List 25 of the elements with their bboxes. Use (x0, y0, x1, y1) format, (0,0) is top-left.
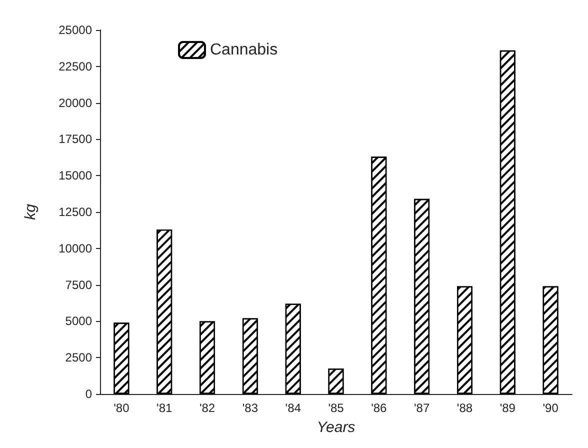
y-tick-label: 25000 (58, 23, 92, 37)
y-tick-label: 15000 (58, 168, 92, 183)
y-tick-label: 22500 (58, 59, 92, 74)
x-tick-label: '83 (242, 401, 258, 415)
y-tick-label: 2500 (65, 350, 92, 365)
y-tick-label: 12500 (58, 205, 92, 219)
x-axis-title: Years (316, 419, 356, 436)
y-tick-label: 0 (85, 387, 92, 401)
y-tick-label: 20000 (58, 96, 92, 110)
x-tick-label: '89 (500, 401, 516, 415)
legend-label: Cannabis (210, 42, 278, 58)
x-tick-label: '87 (414, 401, 430, 415)
x-tick-label: '82 (199, 401, 216, 415)
y-axis-title: kg (22, 203, 39, 220)
x-tick-label: '88 (456, 401, 473, 415)
y-tick-label: 5000 (65, 314, 92, 328)
x-tick-label: '80 (114, 401, 130, 415)
y-tick-label: 17500 (58, 132, 92, 146)
x-tick-label: '84 (285, 401, 302, 415)
x-tick-label: '85 (328, 401, 344, 415)
y-tick-label: 10000 (58, 241, 92, 256)
x-tick-label: '81 (156, 401, 173, 415)
x-tick-label: '86 (371, 401, 388, 415)
y-tick-label: 7500 (65, 278, 92, 292)
x-tick-label: '90 (542, 401, 559, 415)
